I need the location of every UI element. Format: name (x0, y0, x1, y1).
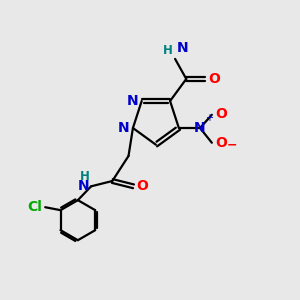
Text: H: H (80, 170, 90, 183)
Text: −: − (227, 139, 238, 152)
Text: +: + (206, 113, 213, 123)
Text: O: O (215, 107, 226, 121)
Text: Cl: Cl (27, 200, 42, 214)
Text: O: O (208, 72, 220, 86)
Text: O: O (136, 179, 148, 193)
Text: H: H (163, 44, 173, 57)
Text: O: O (215, 136, 226, 150)
Text: N: N (127, 94, 138, 108)
Text: N: N (194, 121, 206, 135)
Text: N: N (177, 41, 188, 56)
Text: N: N (78, 179, 90, 193)
Text: N: N (118, 121, 129, 135)
